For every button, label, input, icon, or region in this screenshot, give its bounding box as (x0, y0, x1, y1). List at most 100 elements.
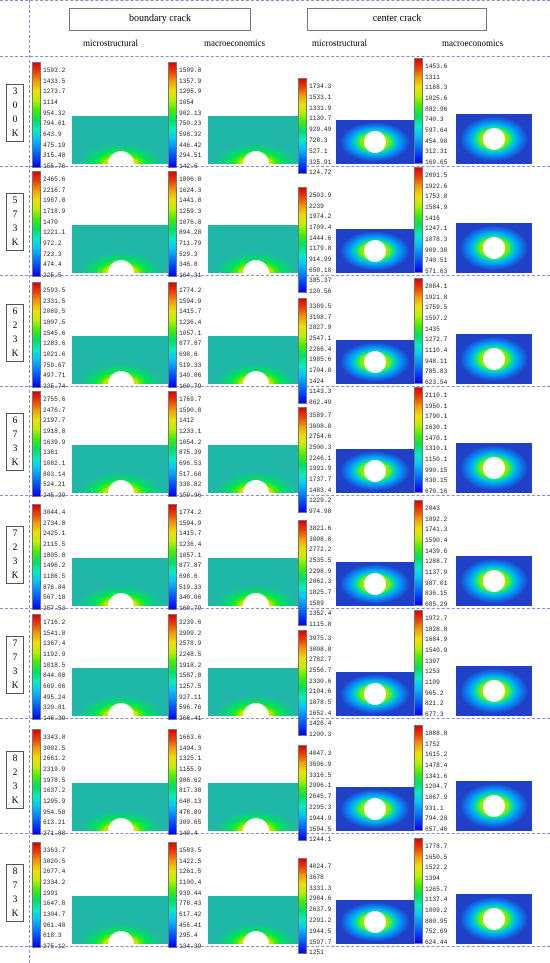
stress-plot (456, 894, 532, 944)
legend-value: 1186.5 (43, 573, 66, 580)
boundary-crack-plate (208, 558, 304, 606)
stress-plot (336, 562, 414, 606)
legend-value: 648.13 (179, 798, 202, 805)
center-crack-plate (336, 120, 414, 164)
legend-value: 752.69 (425, 928, 448, 936)
legend-value: 1229.2 (309, 497, 332, 505)
legend-value: 1589 (309, 599, 324, 607)
legend-value: 740.3 (425, 116, 444, 124)
color-legend: 4024.7 3678 3331.3 2984.6 2637.9 2291.2 1944.5… (298, 858, 338, 956)
boundary-crack-plate (72, 225, 170, 273)
crack-hole (364, 460, 386, 482)
legend-value: 1807.5 (43, 319, 66, 326)
legend-value: 2772.2 (309, 546, 332, 554)
grid-horizontal-line (0, 0, 550, 1)
temperature-char: 7 (12, 430, 18, 440)
legend-value: 1590.8 (179, 406, 202, 414)
temperature-char: 0 (12, 115, 18, 125)
legend-value: 1200.3 (309, 731, 332, 738)
crack-hole (108, 818, 134, 831)
color-scale-bar (32, 171, 41, 277)
color-legend: 1769.7 1590.8 1412 1233.1 1054.2 875.39 696.53… (168, 391, 208, 499)
legend-value: 1825.7 (309, 589, 332, 596)
boundary-crack-plate (208, 896, 304, 944)
color-legend: 1583.5 1422.5 1261.5 1100.4 939.44 778.43 617.… (168, 842, 208, 950)
legend-value: 1878.5 (309, 699, 332, 706)
color-scale-bar (168, 391, 177, 497)
legend-value: 1257.5 (179, 683, 202, 690)
color-legend: 1774.2 1594.9 1415.7 1236.4 1057.1 877.87 698.… (168, 282, 208, 390)
legend-value: 124.72 (309, 169, 332, 177)
legend-value: 821.2 (425, 700, 444, 708)
color-scale-bar (414, 58, 423, 164)
legend-value: 1630.1 (425, 424, 448, 431)
temperature-char: 2 (12, 543, 18, 553)
crack-hole (364, 573, 386, 595)
legend-value: 1109 (425, 679, 440, 686)
legend-value: 844.08 (43, 672, 66, 680)
stress-plot (456, 334, 532, 384)
legend-value: 134.39 (179, 943, 202, 950)
legend-value: 1774.2 (179, 287, 202, 294)
legend-value: 1737.7 (309, 476, 332, 483)
color-scale-bar (168, 504, 177, 610)
stress-plot (72, 896, 170, 944)
color-scale-bar (298, 407, 307, 513)
temperature-label: 7 2 3 K (6, 526, 24, 584)
temperature-char: 6 (12, 307, 18, 317)
legend-value: 1752 (425, 740, 440, 748)
legend-value: 794.28 (425, 815, 448, 823)
legend-value: 2295.3 (309, 804, 332, 811)
legend-value: 3389.5 (309, 303, 332, 310)
legend-value: 1054.2 (179, 438, 202, 446)
legend-value: 1972.7 (425, 615, 448, 622)
legend-value: 3316.5 (309, 771, 332, 779)
legend-value: 1594.5 (309, 825, 332, 833)
color-scale-bar (298, 520, 307, 626)
legend-value: 2062.3 (309, 578, 332, 586)
legend-value: 1716.2 (43, 619, 66, 626)
color-legend: 3343.8 3002.5 2661.2 2319.9 1978.5 1637.2 1295… (32, 729, 72, 837)
legend-value: 245.29 (43, 492, 66, 499)
temperature-char: 7 (12, 653, 18, 663)
color-legend: 2084.1 1921.8 1759.5 1597.2 1435 1272.7 1110.4… (414, 278, 454, 386)
color-legend: 2043 1892.2 1741.3 1590.4 1439.6 1288.7 1137.9… (414, 500, 454, 608)
crack-hole (243, 260, 269, 273)
legend-value: 927.11 (179, 693, 202, 701)
boundary-crack-plate (208, 336, 304, 384)
color-legend: 2593.5 2331.5 2069.5 1807.5 1545.6 1283.6 1021… (32, 282, 72, 390)
legend-value: 1192.9 (43, 651, 66, 658)
boundary-crack-plate (208, 783, 304, 831)
legend-value: 2115.5 (43, 541, 66, 548)
legend-value: 1272.7 (425, 336, 448, 344)
legend-value: 990.15 (425, 466, 448, 474)
legend-value: 2465.6 (43, 176, 66, 183)
color-scale-bar (168, 282, 177, 388)
legend-value: 1304.7 (43, 911, 66, 918)
legend-value: 1416 (425, 214, 440, 222)
color-legend: 4047.3 3696.9 3316.5 2996.1 2645.7 2295.3 1944… (298, 745, 338, 843)
legend-value: 1179.8 (309, 245, 332, 253)
color-scale-bar (414, 610, 423, 716)
color-scale-bar (168, 842, 177, 948)
legend-value: 1922.6 (425, 182, 448, 190)
legend-value: 3002.5 (43, 744, 66, 752)
center-crack-header: center crack (307, 8, 487, 31)
grid-horizontal-line (0, 608, 550, 609)
temperature-label: 6 7 3 K (6, 413, 24, 471)
crack-hole (243, 151, 269, 164)
boundary-crack-header: boundary crack (69, 8, 251, 31)
legend-value: 1718.9 (43, 208, 66, 215)
legend-value: 1221.1 (43, 229, 66, 237)
stress-plot (336, 120, 414, 164)
crack-hole (364, 683, 386, 705)
legend-value: 2319.9 (43, 766, 66, 773)
color-legend: 1806.8 1624.3 1441.8 1259.3 1076.8 894.28 711.… (168, 171, 208, 279)
legend-value: 1974.2 (309, 213, 332, 221)
color-legend: 3975.3 3008.8 2782.7 2556.7 2330.6 2104.6 1878… (298, 630, 338, 738)
color-scale-bar (414, 725, 423, 831)
center-crack-plate (336, 340, 414, 384)
temperature-char: 2 (12, 321, 18, 331)
legend-value: 1615.2 (425, 751, 448, 759)
legend-value: 877.87 (179, 562, 202, 570)
